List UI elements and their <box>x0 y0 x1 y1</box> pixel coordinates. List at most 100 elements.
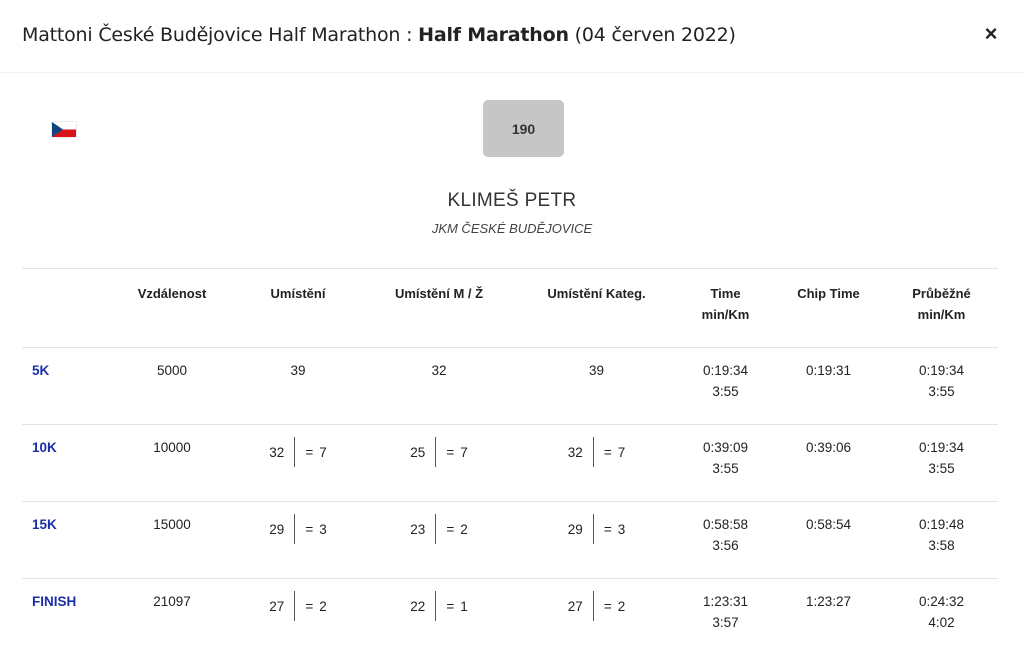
rank-change-icon: = <box>604 596 612 617</box>
header-split <box>22 269 112 348</box>
category-place-cell-value: 32 <box>568 442 583 463</box>
rank-divider <box>294 591 295 621</box>
split-label: 5K <box>22 348 112 425</box>
gender-place-cell-change: 2 <box>460 519 468 540</box>
distance-cell: 15000 <box>112 502 232 579</box>
gender-place-cell-value: 32 <box>431 360 446 381</box>
header-place: Umístění <box>232 269 364 348</box>
distance-cell: 5000 <box>112 348 232 425</box>
header-running-pace: Průběžné min/Km <box>885 269 998 348</box>
running-pace-cell-running_pace: 3:55 <box>928 384 954 399</box>
rank-divider <box>435 514 436 544</box>
gender-place-cell: 25=7 <box>364 425 514 502</box>
chip-time-cell: 0:58:54 <box>772 502 885 579</box>
chip-time-cell: 0:19:31 <box>772 348 885 425</box>
chip-time-cell-chip: 0:39:06 <box>806 440 851 455</box>
category-place-cell-value: 39 <box>589 360 604 381</box>
place-cell-value: 27 <box>269 596 284 617</box>
place-cell-change: 7 <box>319 442 327 463</box>
category-place-cell-change: 2 <box>618 596 626 617</box>
header-running-pace-text: min/Km <box>918 307 966 322</box>
modal-title: Mattoni České Budějovice Half Marathon :… <box>22 24 736 46</box>
table-row: 5K 5000 39 32 39 0:19:34 3:55 0:19:31 0:19:34 3:5… <box>22 348 998 425</box>
modal-header: Mattoni České Budějovice Half Marathon :… <box>0 0 1024 73</box>
split-label-split: 10K <box>32 440 57 455</box>
gender-place-cell: 32 <box>364 348 514 425</box>
runner-club: JKM ČESKÉ BUDĚJOVICE <box>0 221 1024 236</box>
chip-time-cell-chip: 0:19:31 <box>806 363 851 378</box>
rank-change-icon: = <box>446 519 454 540</box>
gender-place-cell-change: 1 <box>460 596 468 617</box>
split-label-split: 5K <box>32 363 49 378</box>
rank-divider <box>294 514 295 544</box>
runner-name: KLIMEŠ PETR <box>0 190 1024 212</box>
category-place-cell: 39 <box>514 348 679 425</box>
splits-table: Vzdálenost Umístění Umístění M / Ž Umístění… <box>22 268 998 655</box>
distance-cell-distance: 15000 <box>153 517 191 532</box>
gender-place-cell-change: 7 <box>460 442 468 463</box>
bib-number: 190 <box>483 100 564 157</box>
distance-cell-distance: 10000 <box>153 440 191 455</box>
running-pace-cell-running_pace: 3:58 <box>928 538 954 553</box>
header-gender-place-text: Umístění M / Ž <box>395 286 483 301</box>
time-cell-time: 0:19:34 <box>703 363 748 378</box>
distance-cell-distance: 5000 <box>157 363 187 378</box>
header-running-pace-text: Průběžné <box>912 286 971 301</box>
split-label: 15K <box>22 502 112 579</box>
rank-change-icon: = <box>305 442 313 463</box>
header-distance-text: Vzdálenost <box>138 286 207 301</box>
gender-place-cell: 22=1 <box>364 579 514 655</box>
split-label: FINISH <box>22 579 112 655</box>
time-cell-pace: 3:55 <box>712 384 738 399</box>
place-cell-change: 2 <box>319 596 327 617</box>
rank-change-icon: = <box>604 442 612 463</box>
split-label: 10K <box>22 425 112 502</box>
modal-title-date: (04 červen 2022) <box>575 24 736 46</box>
close-button[interactable]: × <box>980 22 1002 46</box>
header-place-text: Umístění <box>271 286 326 301</box>
distance-cell-distance: 21097 <box>153 594 191 609</box>
running-pace-cell: 0:24:32 4:02 <box>885 579 998 655</box>
place-cell-change: 3 <box>319 519 327 540</box>
rank-divider <box>294 437 295 467</box>
time-cell-pace: 3:57 <box>712 615 738 630</box>
rank-divider <box>593 437 594 467</box>
distance-cell: 21097 <box>112 579 232 655</box>
rank-change-icon: = <box>305 519 313 540</box>
header-distance: Vzdálenost <box>112 269 232 348</box>
chip-time-cell-chip: 0:58:54 <box>806 517 851 532</box>
header-time-text: Time <box>710 286 740 301</box>
running-pace-cell-running_pace: 3:55 <box>928 461 954 476</box>
distance-cell: 10000 <box>112 425 232 502</box>
header-category-place-text: Umístění Kateg. <box>547 286 645 301</box>
place-cell-value: 32 <box>269 442 284 463</box>
running-pace-cell-running: 0:19:34 <box>919 440 964 455</box>
gender-place-cell: 23=2 <box>364 502 514 579</box>
running-pace-cell-running: 0:24:32 <box>919 594 964 609</box>
category-place-cell: 29=3 <box>514 502 679 579</box>
place-cell-value: 39 <box>290 360 305 381</box>
place-cell: 27 = 2 <box>232 579 364 655</box>
rank-change-icon: = <box>446 596 454 617</box>
gender-place-cell-value: 25 <box>410 442 425 463</box>
running-pace-cell-running: 0:19:34 <box>919 363 964 378</box>
category-place-cell: 27=2 <box>514 579 679 655</box>
category-place-cell-value: 29 <box>568 519 583 540</box>
running-pace-cell-running_pace: 4:02 <box>928 615 954 630</box>
modal-title-event: Half Marathon <box>418 24 569 46</box>
rank-divider <box>435 591 436 621</box>
rank-divider <box>593 514 594 544</box>
place-cell-value: 29 <box>269 519 284 540</box>
category-place-cell: 32=7 <box>514 425 679 502</box>
time-cell-time: 0:58:58 <box>703 517 748 532</box>
running-pace-cell: 0:19:34 3:55 <box>885 348 998 425</box>
rank-change-icon: = <box>305 596 313 617</box>
rank-divider <box>593 591 594 621</box>
